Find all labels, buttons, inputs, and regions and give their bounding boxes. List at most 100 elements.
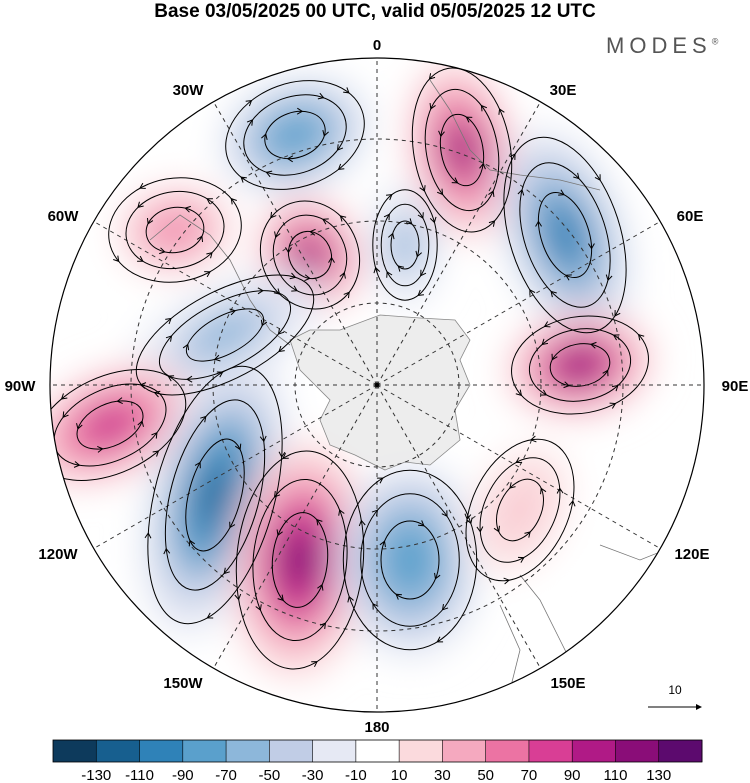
flow-arrow (550, 290, 557, 298)
flow-arrow (317, 92, 325, 100)
flow-arrow (397, 265, 405, 272)
flow-arrow (509, 153, 516, 160)
flow-arrow (213, 354, 221, 362)
streamline (380, 203, 430, 287)
streamline (243, 94, 347, 176)
flow-arrow (515, 457, 523, 464)
flow-arrow (113, 255, 120, 263)
flow-arrow (152, 450, 160, 457)
anomaly-contour (396, 542, 424, 578)
flow-arrow (273, 491, 281, 498)
flow-arrow (289, 272, 297, 280)
flow-arrow (415, 250, 422, 258)
colorbar-swatch (269, 740, 314, 762)
lon-label-90w: 90W (5, 378, 37, 395)
streamline (411, 67, 513, 233)
colorbar-swatch (53, 740, 97, 762)
streamline (549, 343, 611, 387)
colorbar-swatch (355, 740, 400, 762)
flow-arrow (395, 593, 402, 600)
colorbar-tick-labels: -130 -110 -90 -70 -50 -30 -10 10 30 50 70 90 110 130 (81, 740, 671, 783)
flow-arrow (137, 201, 144, 209)
streamline (511, 315, 649, 415)
colorbar-swatch (615, 740, 660, 762)
flow-arrow (529, 435, 537, 443)
antarctica-landmass (289, 314, 471, 471)
flow-arrow (602, 369, 609, 377)
colorbar-tick-label: 30 (434, 767, 451, 783)
flow-arrow (234, 593, 242, 601)
colorbar-tick-label: 110 (604, 767, 628, 783)
flow-arrow (223, 567, 230, 575)
flow-arrow (385, 194, 393, 201)
lon-label-120e: 120E (674, 546, 709, 563)
streamline (537, 192, 593, 278)
streamline (528, 328, 632, 402)
flow-arrow (386, 271, 393, 278)
flow-arrow (245, 99, 253, 107)
flow-arrow (614, 310, 621, 317)
circulation (144, 365, 286, 625)
anomaly-center (370, 185, 440, 305)
anomaly-contour (566, 355, 594, 375)
flow-arrow (509, 482, 516, 489)
streamline (147, 365, 283, 625)
colorbar-tick-label: 130 (646, 767, 671, 783)
flow-arrow (556, 487, 564, 494)
streamline (380, 520, 440, 600)
flow-arrow (551, 353, 558, 361)
flow-arrow (194, 461, 201, 469)
flow-arrow (388, 232, 395, 240)
streamline (271, 512, 329, 608)
flow-arrow (296, 107, 304, 115)
flow-arrow (480, 104, 487, 112)
colorbar-swatch (399, 740, 443, 762)
flow-arrow (343, 87, 350, 94)
flow-arrow (62, 411, 69, 419)
anomaly-contour (509, 496, 531, 524)
streamline (287, 231, 333, 279)
lon-label-180: 180 (364, 719, 389, 736)
flow-arrow (479, 162, 486, 170)
streamline (185, 308, 265, 362)
flow-arrow (60, 393, 68, 400)
flow-arrow (343, 291, 350, 299)
flow-arrow (139, 182, 146, 189)
anomaly-contour (281, 124, 309, 146)
flow-arrow (304, 274, 311, 282)
colorbar-swatch (226, 740, 270, 762)
flow-arrow (255, 604, 262, 611)
streamline (164, 399, 266, 591)
circulation (511, 315, 649, 415)
flow-arrow (216, 371, 224, 378)
anomaly-contour (287, 538, 313, 582)
flow-arrow (488, 220, 496, 227)
flow-arrow (322, 130, 329, 137)
streamline (135, 274, 315, 396)
flow-arrow (441, 510, 448, 518)
flow-arrow (637, 333, 645, 341)
modes-logo: MODES® (606, 33, 718, 59)
flow-arrow (436, 636, 444, 643)
meridian-line (90, 219, 378, 386)
colorbar-tick-label: -90 (172, 767, 194, 783)
circulation (372, 189, 438, 301)
flow-arrow (605, 274, 613, 282)
flow-arrow (437, 188, 444, 196)
flow-arrow (317, 583, 324, 591)
flow-arrow (419, 185, 426, 192)
flow-arrow (163, 547, 171, 555)
streamline (519, 162, 611, 308)
latitude-circle (130, 138, 624, 632)
flow-arrow (186, 375, 193, 383)
anomaly-contour (452, 133, 472, 167)
streamline (465, 438, 575, 582)
flow-arrow (319, 622, 327, 629)
flow-arrow (451, 177, 459, 184)
flow-arrow (339, 215, 347, 222)
colorbar-tick-label: 90 (564, 767, 581, 783)
colorbar-tick-label: 10 (391, 767, 408, 783)
flow-arrow (206, 612, 214, 619)
flow-arrow (240, 176, 247, 183)
lon-label-60w: 60W (48, 208, 80, 225)
